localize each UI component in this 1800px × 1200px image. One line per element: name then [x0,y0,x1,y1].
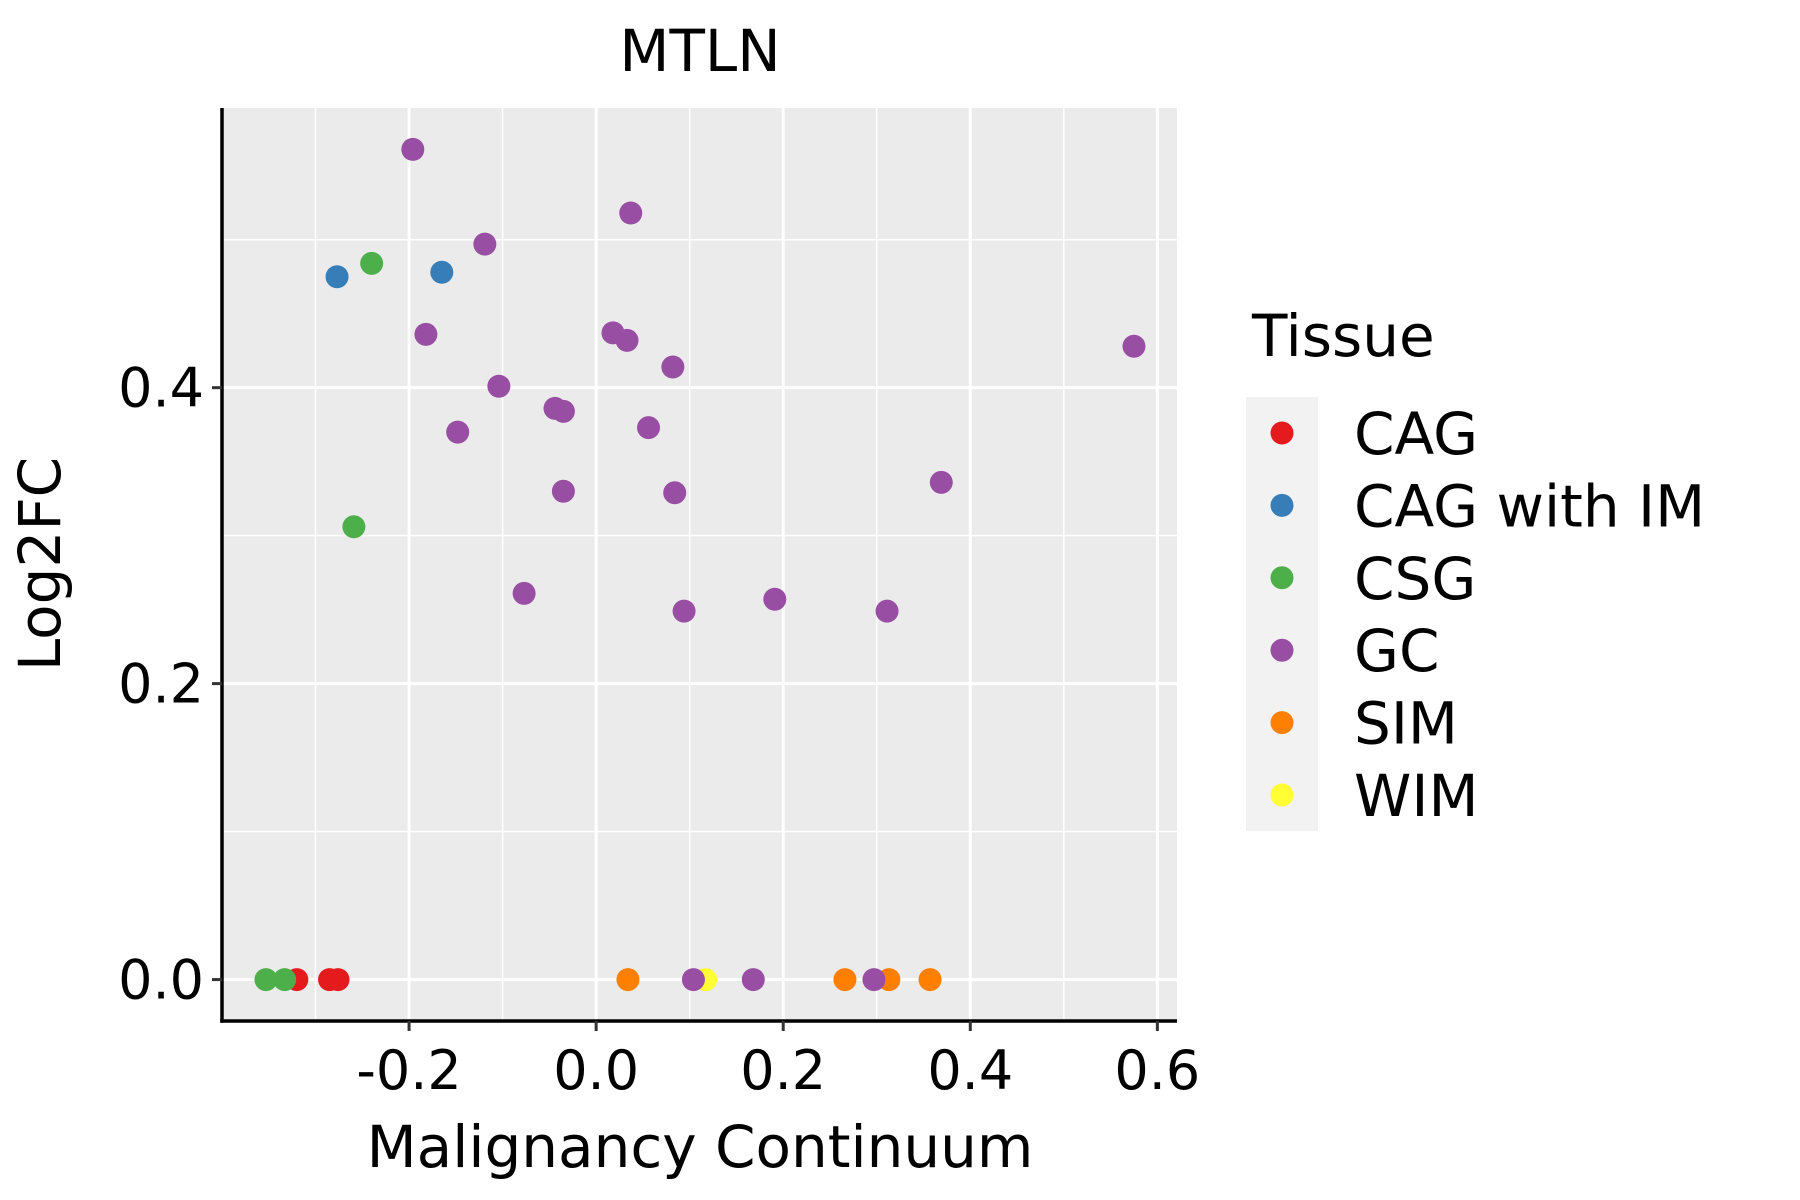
data-point [551,399,575,423]
legend-marker [1270,566,1294,590]
legend-item: CAG with IM [1270,472,1705,540]
legend-title: Tissue [1251,302,1435,370]
data-point [681,968,705,992]
data-point [929,470,953,494]
data-point [325,265,349,289]
data-point [446,420,470,444]
legend-marker [1270,783,1294,807]
chart-title: MTLN [619,17,780,85]
legend-item: GC [1270,617,1439,685]
data-point [401,137,425,161]
y-tick-label: 0.4 [118,357,204,420]
legend-label: CAG [1354,400,1478,468]
x-tick-label: 0.6 [1114,1039,1200,1102]
y-tick-label: 0.2 [118,653,204,716]
x-tick-label: 0.2 [740,1039,826,1102]
data-point [741,968,765,992]
data-points [254,137,1146,992]
plot-panel [222,108,1177,1021]
panel-background [222,108,1177,1021]
data-point [273,968,297,992]
data-point [833,968,857,992]
data-point [763,587,787,611]
data-point [254,968,278,992]
data-point [672,599,696,623]
x-tick-label: 0.4 [927,1039,1013,1102]
data-point [862,968,886,992]
legend-label: CSG [1354,545,1476,613]
legend-label: CAG with IM [1354,472,1705,540]
data-point [473,232,497,256]
legend-marker [1270,638,1294,662]
legend-item: SIM [1270,690,1458,758]
x-axis-title: Malignancy Continuum [367,1113,1034,1181]
data-point [619,201,643,225]
data-point [661,355,685,379]
legend-key-background [1246,397,1318,831]
data-point [430,260,454,284]
data-point [326,968,350,992]
data-point [414,322,438,346]
legend-marker [1270,711,1294,735]
legend-label: SIM [1354,690,1458,758]
legend-item: CSG [1270,545,1476,613]
legend-label: WIM [1354,762,1479,830]
legend-label: GC [1354,617,1439,685]
data-point [637,416,661,440]
data-point [512,581,536,605]
legend-item: CAG [1270,400,1478,468]
data-point [615,328,639,352]
x-tick-label: 0.0 [553,1039,639,1102]
data-point [360,251,384,275]
data-point [551,479,575,503]
data-point [616,968,640,992]
data-point [487,374,511,398]
y-axis-title: Log2FC [6,457,74,671]
legend-marker [1270,493,1294,517]
legend-item: WIM [1270,762,1479,830]
data-point [875,599,899,623]
data-point [1122,334,1146,358]
y-tick-label: 0.0 [118,949,204,1012]
data-point [918,968,942,992]
data-point [663,481,687,505]
axes: -0.2 0.0 0.2 0.4 0.6 0.0 0.2 0.4 [118,108,1200,1102]
data-point [342,515,366,539]
legend-marker [1270,421,1294,445]
x-tick-label: -0.2 [356,1039,461,1102]
